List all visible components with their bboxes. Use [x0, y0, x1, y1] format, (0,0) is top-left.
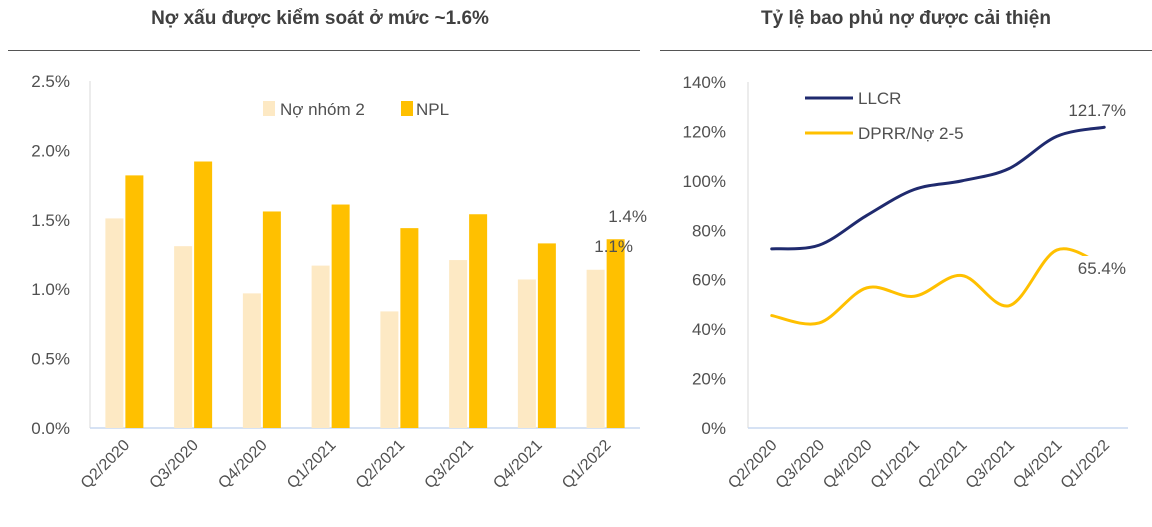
y-tick-label: 2.0% — [31, 141, 70, 160]
right-chart-title: Tỷ lệ bao phủ nợ được cải thiện — [761, 8, 1051, 29]
bar-no-nhom-2 — [517, 279, 536, 428]
data-label-no-nhom-2: 1.1% — [594, 237, 633, 256]
y-tick-label: 1.5% — [31, 211, 70, 230]
data-label-llcr: 121.7% — [1068, 101, 1126, 120]
bar-npl — [125, 175, 144, 428]
line-llcr — [770, 125, 1106, 251]
data-label-dprr: 65.4% — [1078, 259, 1126, 278]
y-tick-label: 140% — [683, 73, 726, 92]
x-tick-label: Q1/2022 — [1058, 437, 1113, 492]
bar-no-nhom-2 — [380, 311, 399, 428]
x-tick-label: Q3/2021 — [963, 437, 1018, 492]
legend-label-no-nhom-2: Nợ nhóm 2 — [280, 100, 365, 119]
y-tick-label: 0.0% — [31, 419, 70, 438]
x-tick-label: Q4/2020 — [215, 437, 270, 492]
left-chart-title: Nợ xấu được kiểm soát ở mức ~1.6% — [151, 8, 489, 29]
x-tick-label: Q4/2021 — [1010, 437, 1065, 492]
y-tick-label: 1.0% — [31, 280, 70, 299]
y-tick-label: 20% — [692, 370, 726, 389]
y-tick-label: 0% — [701, 419, 726, 438]
x-tick-label: Q2/2021 — [915, 437, 970, 492]
left-title-divider — [8, 50, 640, 51]
x-tick-label: Q1/2021 — [284, 437, 339, 492]
data-label-npl: 1.4% — [608, 207, 647, 226]
x-tick-label: Q3/2020 — [147, 437, 202, 492]
y-tick-label: 0.5% — [31, 350, 70, 369]
bar-npl — [606, 239, 625, 428]
bar-no-nhom-2 — [242, 293, 261, 428]
bar-npl — [537, 243, 556, 428]
x-tick-label: Q2/2021 — [353, 437, 408, 492]
x-tick-label: Q3/2020 — [773, 437, 828, 492]
y-tick-label: 120% — [683, 122, 726, 141]
legend-swatch-no-nhom-2 — [263, 101, 275, 116]
x-tick-label: Q2/2020 — [78, 437, 133, 492]
x-tick-label: Q1/2021 — [868, 437, 923, 492]
y-tick-label: 80% — [692, 221, 726, 240]
bar-no-nhom-2 — [105, 218, 124, 428]
legend-label-npl: NPL — [416, 100, 449, 119]
data-label-background — [1068, 256, 1126, 278]
x-tick-label: Q3/2021 — [422, 437, 477, 492]
y-tick-label: 40% — [692, 320, 726, 339]
x-tick-label: Q4/2020 — [820, 437, 875, 492]
bar-npl — [194, 161, 213, 428]
legend-swatch-npl — [401, 101, 413, 116]
x-tick-label: Q2/2020 — [725, 437, 780, 492]
bar-npl — [469, 214, 488, 428]
y-tick-label: 2.5% — [31, 72, 70, 91]
bar-npl — [400, 228, 419, 428]
bar-no-nhom-2 — [311, 265, 330, 428]
bar-npl — [262, 211, 281, 428]
y-tick-label: 60% — [692, 271, 726, 290]
bar-no-nhom-2 — [174, 246, 193, 428]
legend-label-llcr: LLCR — [858, 89, 901, 108]
bar-no-nhom-2 — [586, 269, 605, 428]
bar-npl — [331, 204, 350, 428]
bar-no-nhom-2 — [449, 260, 468, 428]
legend-label-dprr: DPRR/Nợ 2-5 — [858, 124, 964, 143]
x-tick-label: Q4/2021 — [490, 437, 545, 492]
y-tick-label: 100% — [683, 172, 726, 191]
right-title-divider — [660, 50, 1152, 51]
x-tick-label: Q1/2022 — [559, 437, 614, 492]
line-dprr — [770, 247, 1106, 326]
